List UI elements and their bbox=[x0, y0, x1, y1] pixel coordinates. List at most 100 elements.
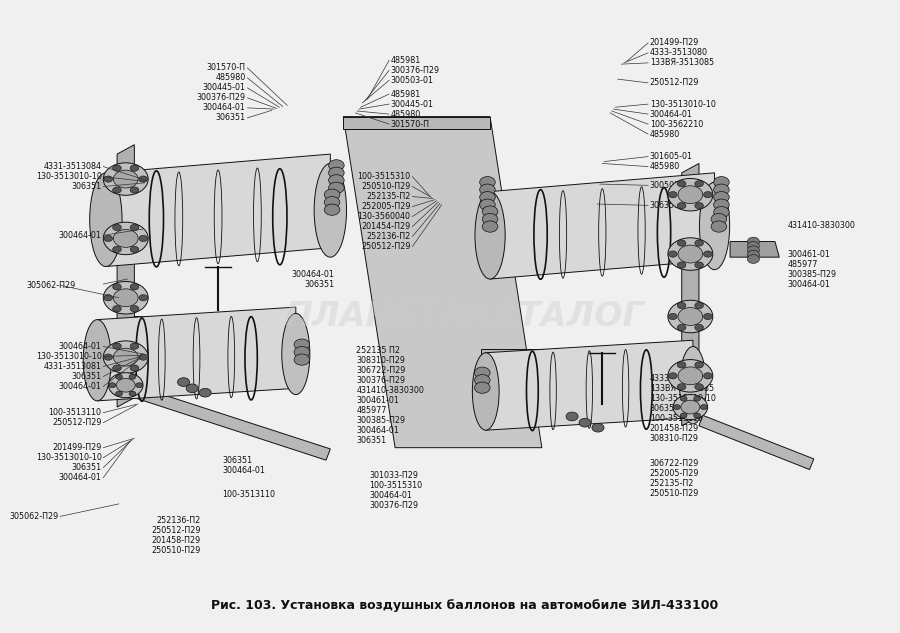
Circle shape bbox=[695, 203, 704, 209]
Circle shape bbox=[700, 404, 707, 410]
Text: 306722-П29: 306722-П29 bbox=[356, 367, 406, 375]
Circle shape bbox=[104, 163, 148, 196]
Circle shape bbox=[130, 187, 139, 193]
Text: 100-3515310: 100-3515310 bbox=[357, 172, 410, 181]
Circle shape bbox=[704, 251, 712, 257]
Circle shape bbox=[694, 396, 700, 401]
Text: 431410-3830300: 431410-3830300 bbox=[788, 221, 856, 230]
Polygon shape bbox=[482, 349, 681, 360]
Circle shape bbox=[104, 354, 112, 360]
Text: 485977: 485977 bbox=[356, 406, 387, 415]
Circle shape bbox=[695, 240, 704, 246]
Text: 250510-П29: 250510-П29 bbox=[650, 489, 699, 498]
Circle shape bbox=[109, 373, 143, 398]
Circle shape bbox=[474, 382, 490, 393]
Text: 252135-П2: 252135-П2 bbox=[366, 192, 410, 201]
Circle shape bbox=[668, 300, 713, 333]
Circle shape bbox=[104, 282, 148, 314]
Polygon shape bbox=[343, 116, 542, 448]
Circle shape bbox=[669, 373, 677, 379]
Polygon shape bbox=[343, 116, 490, 129]
Circle shape bbox=[678, 324, 686, 330]
Text: 301033-П29: 301033-П29 bbox=[369, 471, 419, 480]
Text: 300461-01: 300461-01 bbox=[788, 249, 831, 258]
Ellipse shape bbox=[282, 313, 310, 394]
Circle shape bbox=[482, 206, 498, 217]
Text: 100-3515310: 100-3515310 bbox=[369, 480, 422, 490]
Ellipse shape bbox=[680, 346, 706, 424]
Circle shape bbox=[579, 418, 591, 427]
Text: 201458-П29: 201458-П29 bbox=[151, 536, 201, 545]
Text: 130-3560040: 130-3560040 bbox=[357, 212, 410, 221]
Circle shape bbox=[695, 180, 704, 187]
Circle shape bbox=[324, 204, 340, 215]
Text: 250512-П29: 250512-П29 bbox=[52, 418, 102, 427]
Circle shape bbox=[112, 224, 122, 230]
Circle shape bbox=[681, 400, 700, 414]
Circle shape bbox=[113, 230, 138, 248]
Text: 485980: 485980 bbox=[391, 110, 421, 118]
Circle shape bbox=[714, 177, 729, 188]
Circle shape bbox=[669, 251, 677, 257]
Polygon shape bbox=[730, 242, 779, 257]
Polygon shape bbox=[97, 307, 296, 401]
Circle shape bbox=[130, 165, 139, 171]
Circle shape bbox=[592, 423, 604, 432]
Ellipse shape bbox=[314, 163, 346, 257]
Circle shape bbox=[480, 199, 495, 210]
Text: 301605-01: 301605-01 bbox=[650, 152, 693, 161]
Polygon shape bbox=[482, 209, 681, 220]
Ellipse shape bbox=[699, 182, 730, 270]
Text: 133ВЯ-3513085: 133ВЯ-3513085 bbox=[650, 58, 714, 67]
Text: 300385-П29: 300385-П29 bbox=[788, 270, 837, 279]
Circle shape bbox=[678, 308, 703, 325]
Circle shape bbox=[678, 203, 686, 209]
Text: 250512-П29: 250512-П29 bbox=[361, 242, 410, 251]
Text: 130-3513010-10: 130-3513010-10 bbox=[36, 172, 102, 181]
Circle shape bbox=[747, 250, 760, 259]
Circle shape bbox=[130, 365, 139, 371]
Circle shape bbox=[139, 354, 148, 360]
Text: 300464-01: 300464-01 bbox=[222, 466, 266, 475]
Circle shape bbox=[480, 184, 495, 196]
Circle shape bbox=[704, 373, 712, 379]
Circle shape bbox=[129, 374, 136, 379]
Polygon shape bbox=[134, 316, 296, 329]
Text: 300385-П29: 300385-П29 bbox=[356, 417, 405, 425]
Text: 300464-01: 300464-01 bbox=[650, 110, 693, 118]
Circle shape bbox=[678, 185, 703, 204]
Text: 201458-П29: 201458-П29 bbox=[650, 425, 699, 434]
Text: 305062-П29: 305062-П29 bbox=[9, 512, 58, 521]
Circle shape bbox=[115, 391, 122, 396]
Text: 300464-01: 300464-01 bbox=[58, 231, 102, 240]
Text: 300464-01: 300464-01 bbox=[58, 473, 102, 482]
Polygon shape bbox=[486, 340, 693, 430]
Circle shape bbox=[324, 189, 340, 200]
Polygon shape bbox=[134, 192, 326, 204]
Polygon shape bbox=[117, 145, 134, 407]
Text: 4333-3513080: 4333-3513080 bbox=[650, 375, 707, 384]
Circle shape bbox=[294, 339, 310, 350]
Circle shape bbox=[129, 391, 136, 396]
Circle shape bbox=[112, 246, 122, 253]
Circle shape bbox=[130, 246, 139, 253]
Circle shape bbox=[328, 167, 344, 179]
Text: 201499-П29: 201499-П29 bbox=[52, 443, 102, 452]
Circle shape bbox=[113, 348, 138, 366]
Circle shape bbox=[711, 213, 726, 225]
Text: 252135-П2: 252135-П2 bbox=[650, 479, 694, 489]
Circle shape bbox=[747, 242, 760, 250]
Circle shape bbox=[695, 303, 704, 309]
Circle shape bbox=[480, 177, 495, 188]
Circle shape bbox=[747, 237, 760, 246]
Circle shape bbox=[668, 360, 713, 392]
Text: 485981: 485981 bbox=[391, 56, 421, 65]
Text: 201499-П29: 201499-П29 bbox=[650, 39, 699, 47]
Circle shape bbox=[474, 375, 490, 386]
Circle shape bbox=[747, 254, 760, 263]
Circle shape bbox=[694, 413, 700, 418]
Ellipse shape bbox=[472, 353, 500, 430]
Text: 306722-П29: 306722-П29 bbox=[650, 460, 699, 468]
Circle shape bbox=[139, 294, 148, 301]
Circle shape bbox=[136, 383, 143, 387]
